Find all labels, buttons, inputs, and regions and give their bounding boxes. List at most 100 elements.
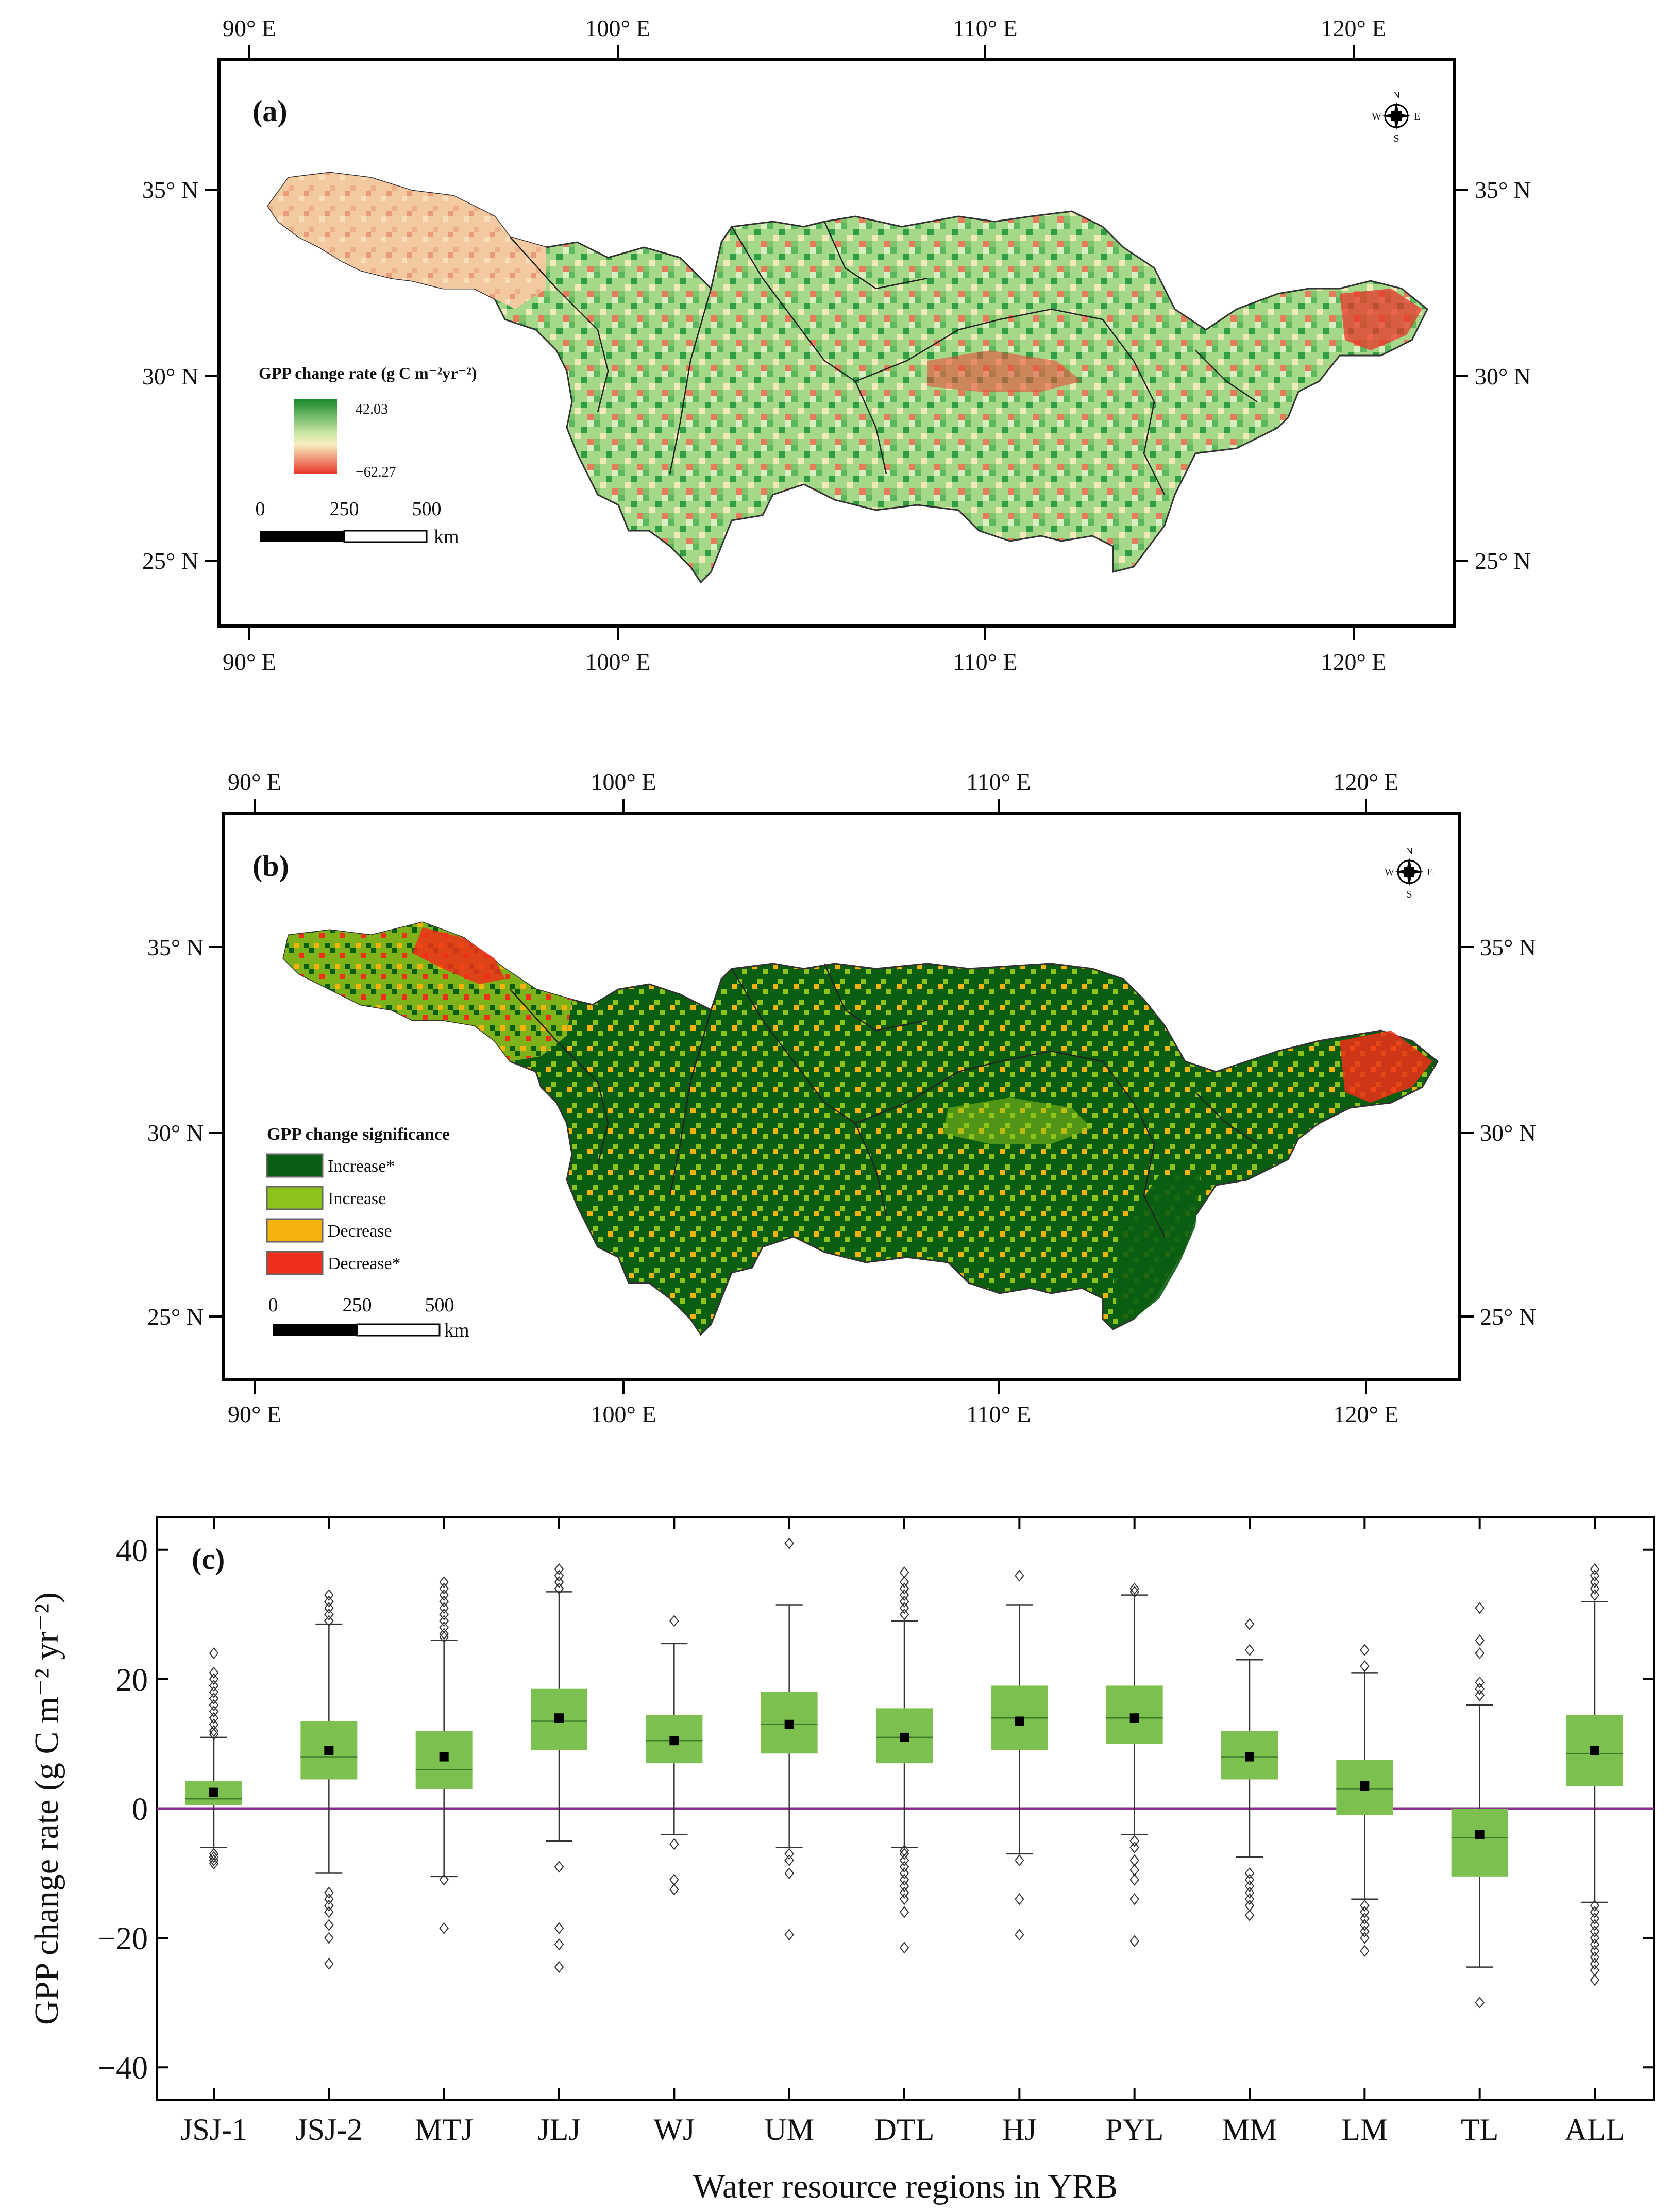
panel-a-left-lat-label-1: 30° N <box>142 363 198 390</box>
panel-c-outlier <box>554 1563 564 1576</box>
panel-c-outlier <box>899 1880 909 1893</box>
panel-c-outlier <box>784 1867 794 1880</box>
panel-a-right-lat-label-0: 35° N <box>1475 177 1531 203</box>
panel-c-outlier <box>324 1957 334 1970</box>
panel-a-right-lat-label-2: 25° N <box>1475 548 1531 574</box>
panel-c-mean-marker <box>554 1713 564 1723</box>
panel-a-scalebar: 0 250 500 km <box>256 498 459 548</box>
panel-b-compass-icon: N S E W <box>1385 846 1433 900</box>
panel-c-outlier <box>1244 1618 1255 1630</box>
panel-c-outlier <box>1590 1563 1600 1576</box>
panel-c-outlier <box>1360 1919 1370 1931</box>
panel-c-outlier <box>1475 1602 1485 1614</box>
panel-c-outlier <box>1129 1935 1139 1947</box>
panel-c-outlier <box>899 1582 909 1595</box>
panel-a-bottom-lon-label-0: 90° E <box>223 649 276 675</box>
panel-a-left-lat-label-0: 35° N <box>142 177 198 203</box>
panel-c-mean-marker <box>324 1746 334 1755</box>
panel-c-mean-marker <box>1360 1781 1370 1791</box>
panel-b-compass-e: E <box>1427 867 1433 878</box>
panel-c-outlier <box>1590 1912 1600 1925</box>
panel-c-xtick-label-JLJ: JLJ <box>537 2113 580 2147</box>
panel-c-outlier <box>1129 1893 1139 1905</box>
panel-c-outlier <box>324 1589 334 1601</box>
panel-c-xtick-label-DTL: DTL <box>874 2113 935 2147</box>
panel-b-legend-label-2: Decrease <box>328 1222 392 1241</box>
panel-c-outlier <box>1244 1886 1255 1899</box>
panel-b-legend: GPP change significance Increase* Increas… <box>266 1125 450 1275</box>
panel-c-box-group-ALL: ALL <box>1565 1517 1625 2147</box>
panel-c-mean-marker <box>669 1736 679 1746</box>
panel-a-compass-n: N <box>1393 90 1400 101</box>
panel-a-scale-0: 0 <box>256 498 265 520</box>
panel-c-outlier <box>784 1848 794 1860</box>
panel-c-outlier <box>784 1929 794 1941</box>
panel-a-left-lat-label-2: 25° N <box>142 548 198 574</box>
panel-c-outlier <box>899 1873 909 1886</box>
panel-a-compass-e: E <box>1414 111 1420 122</box>
panel-c-ytick-label-4: 40 <box>116 1533 148 1568</box>
panel-c-outlier <box>1590 1964 1600 1977</box>
panel-c-outlier <box>899 1602 909 1614</box>
panel-c-outlier <box>209 1673 219 1685</box>
panel-c-outlier <box>899 1576 909 1589</box>
panel-c-box-group-LM: LM <box>1336 1517 1393 2147</box>
panel-c-outlier <box>1475 1647 1485 1660</box>
panel-b-right-lat-label-0: 35° N <box>1480 934 1536 960</box>
panel-b-legend-label-1: Increase <box>328 1189 386 1208</box>
panel-a-colorbar <box>294 399 337 474</box>
panel-c-outlier <box>324 1932 334 1944</box>
panel-c-outlier <box>554 1938 564 1951</box>
panel-c-box-group-UM: UM <box>761 1517 818 2147</box>
panel-c-outlier <box>439 1615 449 1627</box>
panel-c-outlier <box>899 1566 909 1579</box>
panel-b-compass-s: S <box>1406 889 1412 900</box>
panel-c-box-group-PYL: PYL <box>1105 1517 1163 2147</box>
panel-c-outlier <box>899 1867 909 1880</box>
panel-c-outlier <box>439 1608 449 1620</box>
panel-a-colorbar-min: −62.27 <box>356 464 396 480</box>
panel-c-outlier <box>209 1699 219 1711</box>
panel-a-top-lon-ticks <box>248 45 1355 59</box>
panel-c-outlier <box>554 1569 564 1582</box>
panel-c-outlier <box>1590 1906 1600 1918</box>
panel-c-outlier <box>209 1725 219 1737</box>
panel-c-outlier <box>669 1883 679 1896</box>
panel-c-outlier <box>209 1854 219 1867</box>
panel-c-outlier <box>1475 1997 1485 2009</box>
panel-b-compass-w: W <box>1385 867 1394 878</box>
panel-c-box <box>1451 1809 1508 1877</box>
panel-a-compass-w: W <box>1372 111 1381 122</box>
panel-c-outlier <box>554 1582 564 1595</box>
panel-c-xtick-label-UM: UM <box>764 2113 814 2147</box>
panel-c-outlier <box>1590 1589 1600 1601</box>
panel-b-scale-0: 0 <box>268 1294 278 1316</box>
panel-c-outlier <box>554 1961 564 1973</box>
panel-c-outlier <box>209 1679 219 1692</box>
panel-c-outlier <box>1244 1893 1255 1905</box>
panel-b-right-lat-label-1: 30° N <box>1480 1120 1536 1146</box>
panel-c-box-group-JLJ: JLJ <box>531 1517 587 2147</box>
panel-c-outlier <box>899 1608 909 1620</box>
panel-c-outlier <box>324 1899 334 1912</box>
panel-c-outlier <box>1590 1974 1600 1986</box>
panel-c-outlier <box>439 1621 449 1634</box>
panel-c-outlier <box>324 1906 334 1918</box>
panel-c-xtick-label-HJ: HJ <box>1002 2113 1037 2147</box>
panel-c-mean-marker <box>900 1732 909 1742</box>
panel-c-outlier <box>324 1615 334 1627</box>
panel-c-outlier <box>324 1595 334 1608</box>
panel-c-outlier <box>1590 1938 1600 1951</box>
panel-c-outlier <box>1360 1945 1370 1957</box>
panel-c-ytick-label-0: −40 <box>98 2051 148 2086</box>
panel-c-outlier <box>669 1615 679 1627</box>
panel-c-box-group-DTL: DTL <box>874 1517 935 2147</box>
panel-a-map: 90° E 100° E 110° E 120° E 90° E 100° E … <box>142 15 1531 675</box>
panel-c-box-group-MM: MM <box>1221 1517 1278 2147</box>
panel-b-left-lat-label-1: 30° N <box>147 1120 204 1146</box>
panel-c-outlier <box>209 1858 219 1870</box>
panel-a-region-boundaries <box>510 221 1258 495</box>
panel-c-outlier <box>209 1851 219 1863</box>
panel-a-legend: GPP change rate (g C m⁻²yr⁻²) 42.03 −62.… <box>259 364 477 480</box>
panel-b-right-lat-label-2: 25° N <box>1480 1304 1536 1330</box>
